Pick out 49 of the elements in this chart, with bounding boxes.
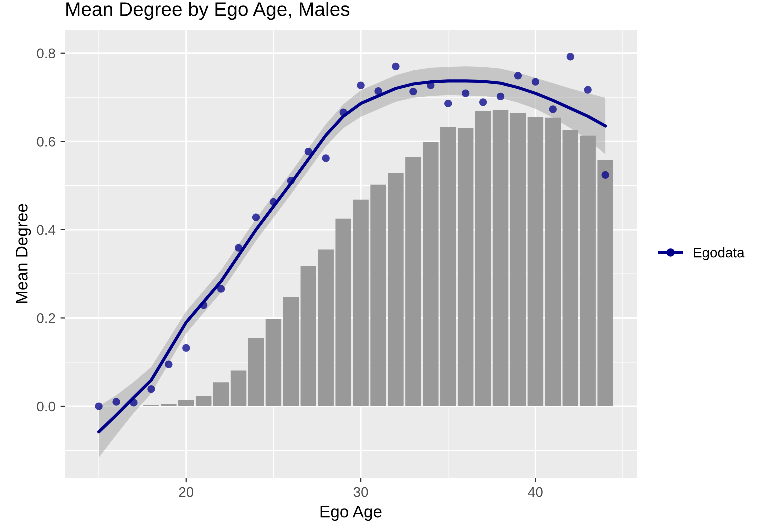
bar [196, 396, 212, 406]
point [112, 398, 120, 406]
bar [458, 128, 474, 406]
bar [492, 110, 509, 406]
chart-title: Mean Degree by Ego Age, Males [66, 2, 350, 20]
point [374, 88, 382, 96]
bar [283, 297, 300, 406]
point [357, 82, 365, 90]
point [182, 344, 190, 352]
bar [213, 382, 230, 406]
point [602, 171, 610, 180]
bar [510, 112, 526, 406]
bar [230, 370, 247, 406]
bar [248, 338, 264, 406]
point [234, 244, 243, 252]
point [252, 214, 260, 222]
x-axis-title: Ego Age [320, 506, 382, 522]
point [322, 154, 330, 162]
y-tick-label: 0.0 [37, 402, 56, 412]
bar [266, 320, 282, 406]
point [392, 62, 400, 70]
y-tick-label: 0.2 [37, 314, 56, 324]
y-tick-label: 0.4 [37, 225, 56, 236]
x-tick-label: 40 [528, 487, 543, 498]
x-tick-label: 30 [354, 487, 368, 498]
point [462, 90, 470, 98]
legend-label: Egodata [694, 248, 745, 260]
point [410, 88, 418, 96]
x-tick-label: 20 [179, 487, 194, 498]
bar [528, 116, 544, 406]
y-tick-label: 0.6 [37, 137, 56, 147]
point [584, 86, 592, 94]
bar [545, 118, 562, 406]
point [480, 98, 488, 106]
bar [475, 111, 492, 406]
point [532, 78, 540, 86]
y-axis-title: Mean Degree [16, 204, 32, 304]
bar [300, 266, 317, 406]
point [148, 385, 156, 394]
point [95, 402, 103, 410]
point [514, 72, 522, 80]
point [444, 100, 452, 108]
point [566, 53, 574, 61]
y-tick-label: 0.8 [37, 48, 56, 59]
point [496, 92, 505, 100]
point [549, 106, 557, 114]
point [218, 285, 226, 293]
point [304, 148, 312, 156]
point [165, 360, 173, 368]
